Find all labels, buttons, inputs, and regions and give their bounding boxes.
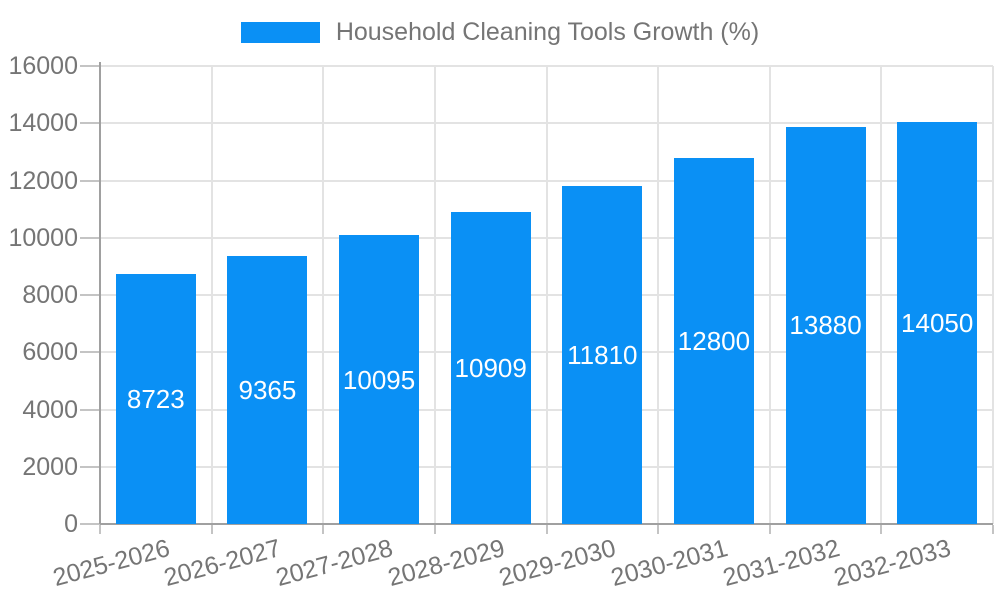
y-tick-label: 16000 (8, 52, 78, 80)
y-tick-label: 2000 (22, 452, 78, 481)
v-gridline (322, 66, 325, 524)
x-tick-label: 2029-2030 (496, 534, 620, 593)
bar-2030-2031[interactable] (673, 157, 754, 524)
x-axis-tick (545, 525, 548, 534)
x-tick-label: 2030-2031 (607, 534, 731, 593)
v-gridline (433, 66, 436, 524)
v-gridline (992, 66, 994, 524)
x-axis-tick (657, 525, 660, 534)
bar-2031-2032[interactable] (785, 126, 866, 524)
bar-value-label: 11810 (567, 339, 638, 370)
x-tick-label: 2032-2033 (831, 534, 954, 593)
y-tick-label: 12000 (8, 166, 78, 195)
bar-2029-2030[interactable] (562, 185, 643, 524)
y-axis-line (99, 62, 101, 524)
y-tick-label: 4000 (22, 395, 78, 424)
x-axis-tick (433, 525, 436, 534)
y-axis-tick (80, 122, 100, 125)
bar-value-label: 10095 (342, 364, 416, 395)
y-axis-tick (80, 179, 100, 182)
bar-value-label: 12800 (677, 325, 751, 356)
x-axis-tick (768, 525, 771, 534)
x-tick-label: 2031-2032 (719, 534, 843, 593)
legend-label: Household Cleaning Tools Growth (%) (335, 18, 760, 46)
y-axis-tick (80, 294, 100, 296)
bar-2032-2033[interactable] (897, 121, 978, 524)
v-gridline (657, 66, 660, 524)
legend-swatch-icon (240, 22, 320, 43)
x-axis-tick (99, 525, 101, 534)
x-axis-tick (992, 525, 994, 534)
bar-2025-2026[interactable] (115, 274, 196, 524)
v-gridline (545, 66, 548, 524)
y-tick-label: 8000 (22, 281, 78, 309)
v-gridline (210, 66, 213, 524)
bar-value-label: 14050 (901, 307, 974, 338)
bar-2026-2027[interactable] (227, 255, 308, 524)
x-tick-label: 2027-2028 (273, 534, 396, 593)
v-gridline (768, 66, 771, 524)
x-tick-label: 2026-2027 (161, 534, 285, 593)
x-axis-tick (210, 525, 213, 534)
v-gridline (880, 66, 883, 524)
x-tick-label: 2025-2026 (49, 534, 173, 593)
y-tick-label: 0 (64, 510, 78, 538)
bar-value-label: 10909 (454, 352, 527, 383)
bar-value-label: 13880 (789, 310, 862, 341)
y-axis-tick (80, 408, 100, 411)
y-axis-tick (80, 523, 100, 525)
y-axis-tick (80, 465, 100, 468)
y-tick-label: 14000 (8, 109, 78, 138)
bar-2028-2029[interactable] (450, 211, 531, 524)
legend: Household Cleaning Tools Growth (%) (0, 20, 1000, 45)
x-axis-line (100, 523, 993, 525)
x-tick-label: 2028-2029 (384, 534, 508, 593)
x-axis-tick (880, 525, 883, 534)
x-axis-tick (322, 525, 325, 534)
bar-value-label: 8723 (126, 384, 185, 415)
bar-2027-2028[interactable] (339, 235, 420, 524)
y-tick-label: 6000 (22, 338, 78, 367)
bar-value-label: 9365 (238, 374, 297, 405)
y-axis-tick (80, 351, 100, 354)
y-tick-label: 10000 (8, 223, 78, 252)
legend-item[interactable]: Household Cleaning Tools Growth (%) (240, 18, 760, 46)
y-axis-tick (80, 65, 100, 67)
y-axis-tick (80, 236, 100, 239)
